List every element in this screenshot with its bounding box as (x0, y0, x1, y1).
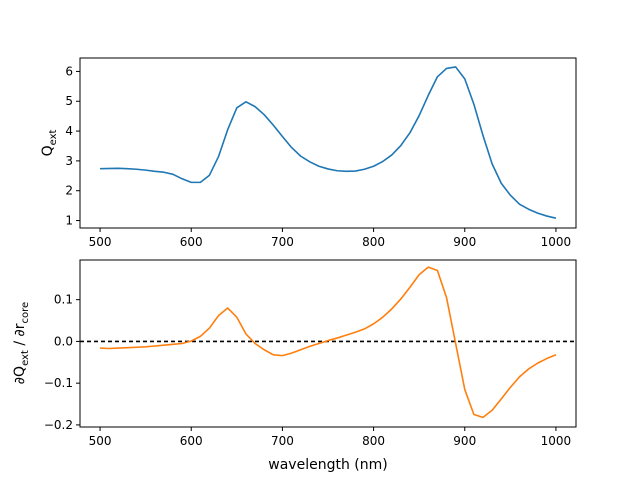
bottom-x-ticks: 500 600 700 800 900 1000 (89, 427, 572, 448)
bottom-x-tick-label: 800 (362, 434, 385, 448)
bottom-x-tick-label: 700 (271, 434, 294, 448)
bottom-y-tick-label: −0.1 (44, 376, 73, 390)
top-y-tick-label: 3 (65, 154, 73, 168)
top-x-tick-label: 900 (453, 235, 476, 249)
bottom-y-tick-label: 0.0 (54, 334, 73, 348)
bottom-plot-frame (79, 259, 577, 428)
top-y-tick-label: 5 (65, 94, 73, 108)
bottom-y-tick-label: 0.1 (54, 293, 73, 307)
top-y-tick-label: 2 (65, 184, 73, 198)
bottom-x-tick-label: 500 (89, 434, 112, 448)
top-x-tick-label: 800 (362, 235, 385, 249)
bottom-y-axis-label: ∂Qext / ∂rcore (12, 302, 31, 384)
top-subplot: 500 600 700 800 900 1000 1 2 3 4 5 6 Qext (40, 57, 577, 249)
top-x-tick-label: 700 (271, 235, 294, 249)
bottom-x-tick-label: 600 (180, 434, 203, 448)
bottom-y-tick-label: −0.2 (44, 418, 73, 432)
top-x-tick-label: 1000 (541, 235, 572, 249)
top-x-ticks: 500 600 700 800 900 1000 (89, 228, 572, 249)
top-y-tick-label: 1 (65, 214, 73, 228)
top-y-axis-label: Qext (40, 130, 59, 157)
top-x-tick-label: 500 (89, 235, 112, 249)
top-y-tick-label: 6 (65, 64, 73, 78)
bottom-y-ticks: −0.2 −0.1 0.0 0.1 (44, 293, 80, 432)
top-y-tick-label: 4 (65, 124, 73, 138)
top-y-ticks: 1 2 3 4 5 6 (65, 64, 80, 228)
top-series-line (100, 66, 557, 219)
bottom-x-tick-label: 900 (453, 434, 476, 448)
bottom-series-line (100, 266, 557, 419)
top-x-tick-label: 600 (180, 235, 203, 249)
bottom-subplot: 500 600 700 800 900 1000 −0.2 −0.1 0.0 0.1 ∂Qext… (12, 259, 577, 473)
bottom-x-tick-label: 1000 (541, 434, 572, 448)
top-plot-frame (79, 57, 577, 229)
bottom-x-axis-label: wavelength (nm) (268, 457, 387, 473)
